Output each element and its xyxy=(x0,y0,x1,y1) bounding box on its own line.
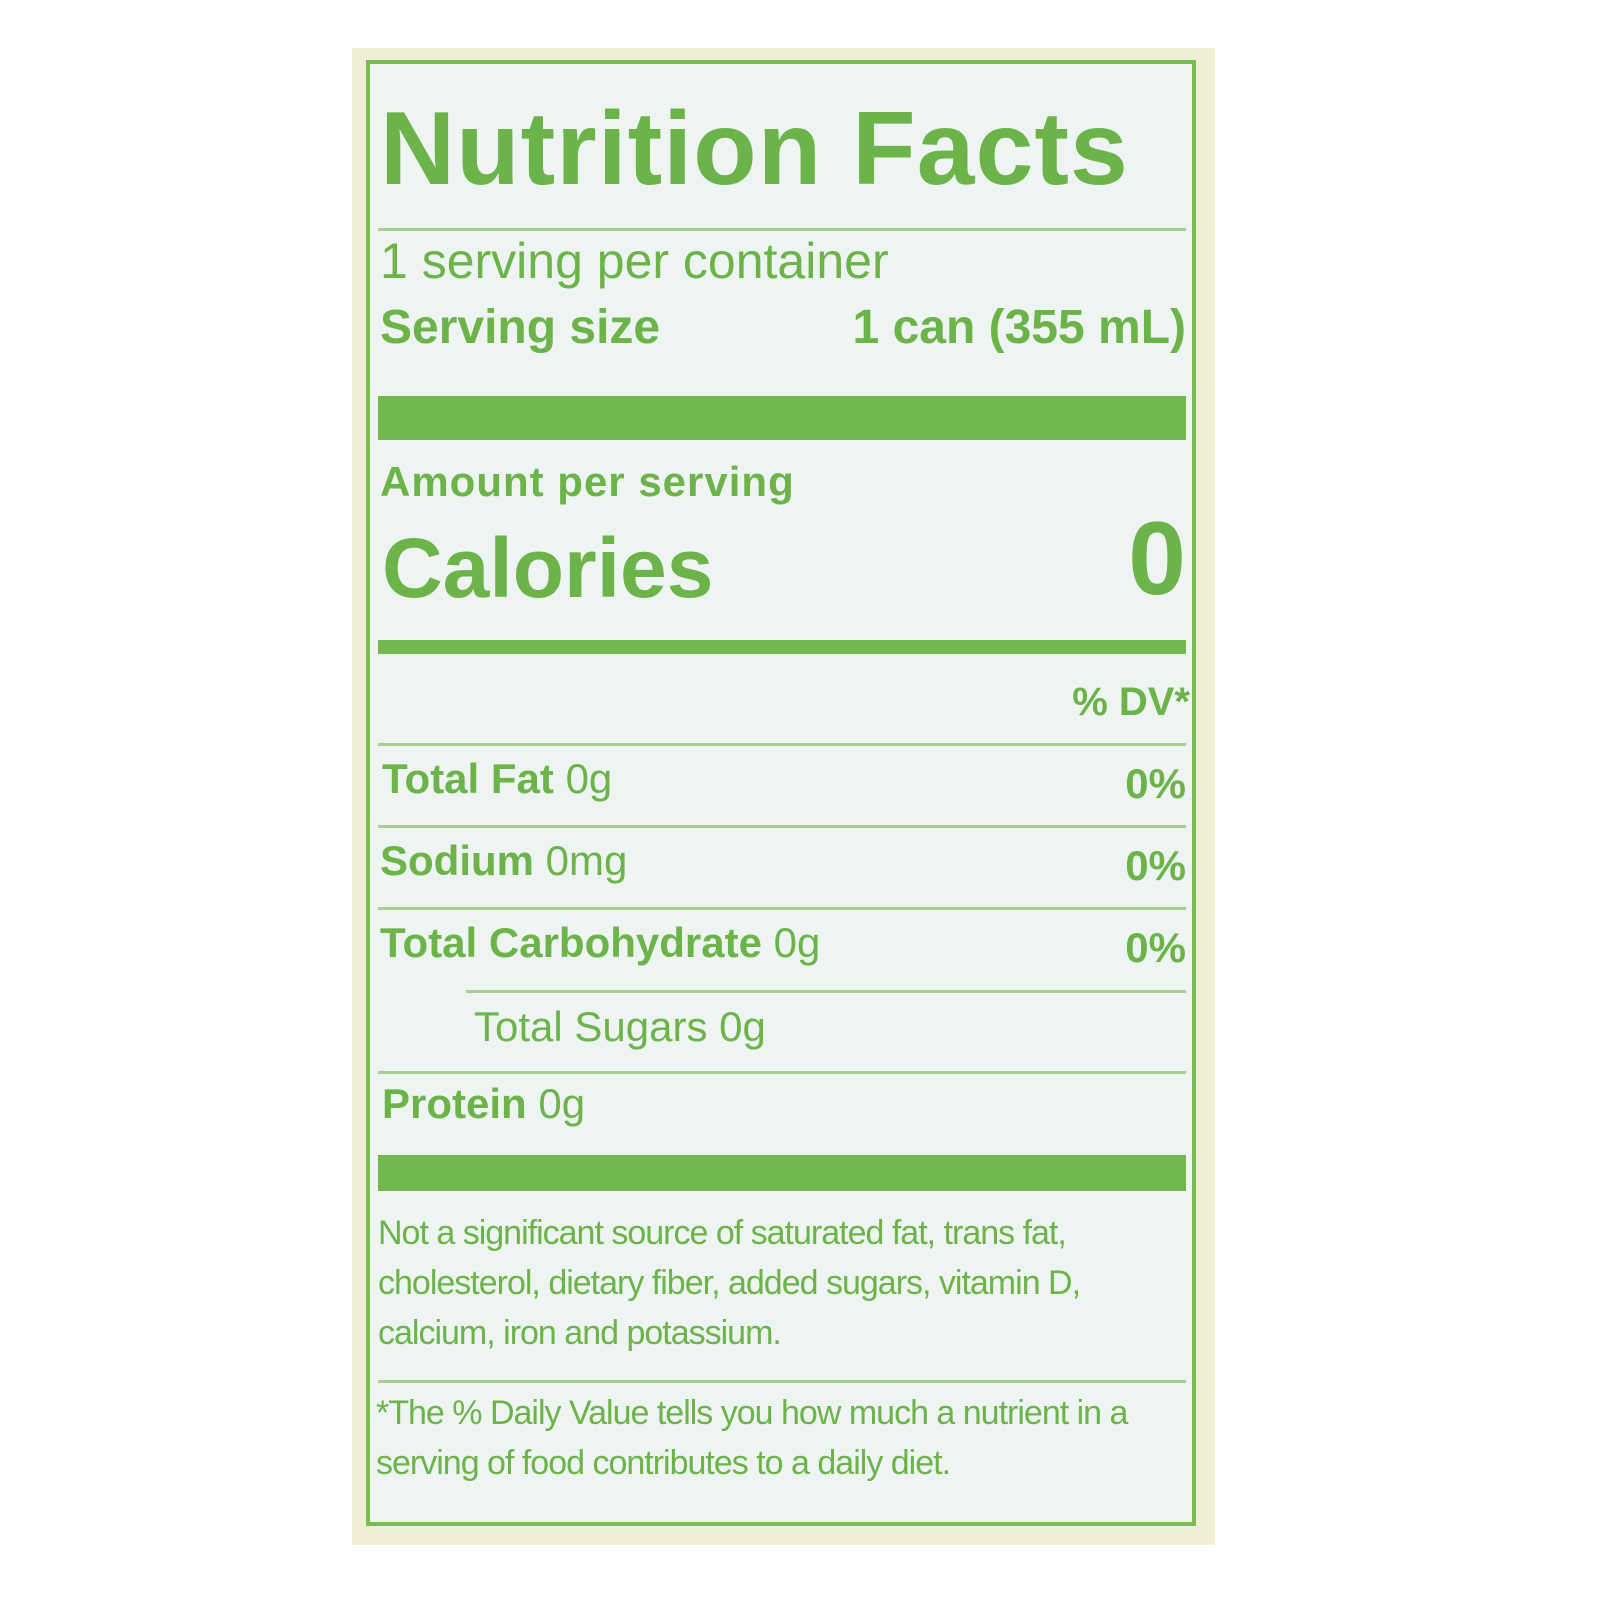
nutrient-name: Total Sugars xyxy=(474,1003,708,1050)
nutrient-dv: 0% xyxy=(1125,760,1186,807)
divider xyxy=(378,1380,1186,1383)
nutrient-dv: 0% xyxy=(1125,842,1186,889)
nutrient-amount: 0g xyxy=(538,1080,586,1127)
medium-bar xyxy=(378,640,1186,654)
footnote: Not a significant source of saturated fa… xyxy=(378,1214,1081,1352)
serving-size-label: Serving size xyxy=(380,301,661,354)
footnote: *The % Daily Value tells you how much a … xyxy=(376,1394,1128,1482)
calories-value: 0 xyxy=(1128,501,1186,617)
nutrient-dv: 0% xyxy=(1125,924,1186,971)
nutrient-name: Protein xyxy=(382,1080,527,1127)
nutrient-name: Sodium xyxy=(380,837,534,884)
divider xyxy=(378,1071,1186,1074)
thick-bar xyxy=(378,396,1186,440)
divider xyxy=(378,907,1186,910)
dv-header: % DV* xyxy=(1072,680,1190,724)
nutrient-row: Total Carbohydrate 0g xyxy=(380,919,820,967)
divider xyxy=(466,990,1186,993)
nutrient-row: Protein 0g xyxy=(382,1080,585,1128)
divider xyxy=(378,743,1186,746)
nutrient-amount: 0mg xyxy=(545,837,628,884)
servings: 1 serving per container xyxy=(380,233,889,289)
nutrient-name: Total Fat xyxy=(382,755,554,802)
calories-label: Calories xyxy=(382,521,714,615)
nutrient-name: Total Carbohydrate xyxy=(380,919,762,966)
nutrient-amount: 0g xyxy=(719,1003,766,1050)
nutrient-amount: 0g xyxy=(773,919,821,966)
divider xyxy=(378,228,1186,231)
nutrient-row: Total Sugars 0g xyxy=(474,1003,766,1051)
thick-bar xyxy=(378,1155,1186,1191)
nutrient-row: Total Fat 0g xyxy=(382,755,612,803)
nutrient-row: Sodium 0mg xyxy=(380,837,627,885)
nutrient-amount: 0g xyxy=(565,755,613,802)
divider xyxy=(378,825,1186,828)
label-panel xyxy=(366,60,1196,1526)
title: Nutrition Facts xyxy=(380,91,1129,207)
amount-heading: Amount per serving xyxy=(380,458,795,505)
serving-size-value: 1 can (355 mL) xyxy=(852,301,1186,354)
